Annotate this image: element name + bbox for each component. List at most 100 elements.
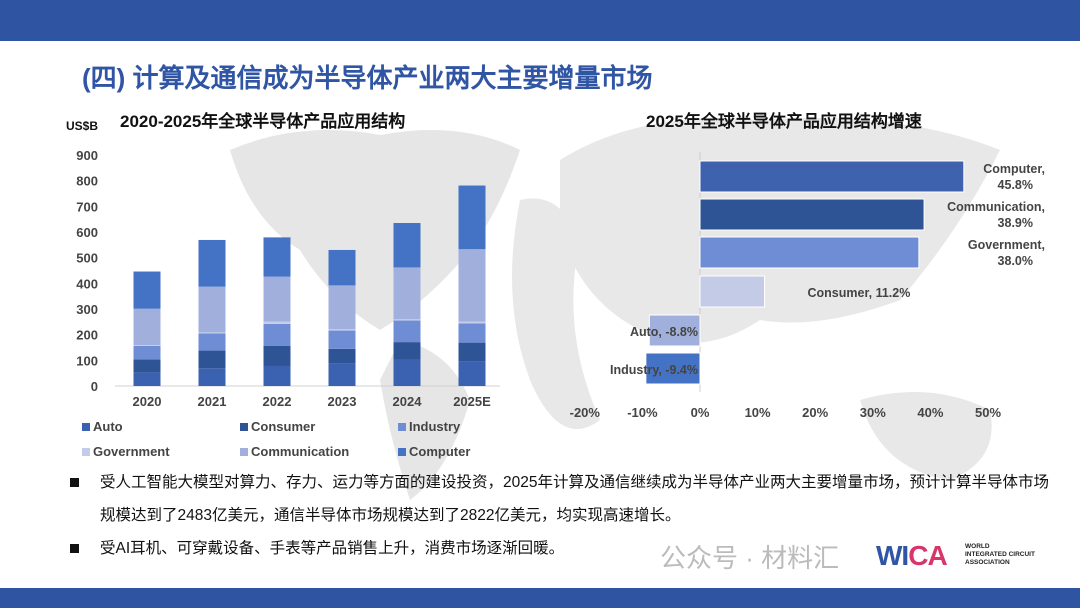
bullet-marker xyxy=(70,544,79,553)
bullet-marker xyxy=(70,478,79,487)
watermark: 公众号 · 材料汇 xyxy=(660,543,840,573)
bar-segment-government xyxy=(393,319,421,321)
data-label: Communication, xyxy=(947,200,1045,214)
bar-segment-consumer xyxy=(328,348,356,364)
legend-swatch xyxy=(240,448,248,456)
bar-segment-industry xyxy=(263,323,291,346)
data-label: Computer, xyxy=(983,162,1045,176)
bullet-list: 受人工智能大模型对算力、存力、运力等方面的建设投资，2025年计算及通信继续成为… xyxy=(70,466,1050,565)
x-tick-label: 2021 xyxy=(198,394,227,409)
bar-auto xyxy=(648,314,701,347)
bar-segment-computer xyxy=(133,271,161,309)
x-tick-label: -20% xyxy=(570,405,601,420)
y-tick-label: 600 xyxy=(76,225,98,240)
x-tick-label: 0% xyxy=(691,405,710,420)
y-tick-label: 800 xyxy=(76,174,98,189)
right-chart-title: 2025年全球半导体产品应用结构增速 xyxy=(646,112,922,131)
legend-label: Computer xyxy=(409,444,470,459)
bar-segment-communication xyxy=(328,285,356,330)
data-label: 45.8% xyxy=(998,178,1033,192)
data-label: Consumer, 11.2% xyxy=(808,286,911,300)
bar-segment-communication xyxy=(263,276,291,322)
data-label: 38.0% xyxy=(998,254,1033,268)
data-label: Industry, -9.4% xyxy=(610,363,698,377)
legend-swatch xyxy=(82,423,90,431)
data-label: 38.9% xyxy=(998,216,1033,230)
x-tick-label: 2023 xyxy=(328,394,357,409)
x-tick-label: 20% xyxy=(802,405,828,420)
y-axis-unit: US$B xyxy=(66,119,99,133)
left-chart-title: 2020-2025年全球半导体产品应用结构 xyxy=(120,112,406,131)
bar-segment-auto xyxy=(393,359,421,386)
legend-swatch xyxy=(240,423,248,431)
bar-segment-consumer xyxy=(458,342,486,362)
bar-communication xyxy=(699,198,925,231)
y-tick-label: 0 xyxy=(91,379,98,394)
bar-segment-computer xyxy=(458,185,486,250)
data-label: Government, xyxy=(968,238,1045,252)
bar-segment-government xyxy=(263,321,291,324)
logo-line: WORLD xyxy=(965,543,990,550)
bar-segment-government xyxy=(198,332,226,334)
top-banner xyxy=(0,0,1080,41)
y-tick-label: 200 xyxy=(76,328,98,343)
bar-segment-industry xyxy=(133,345,161,360)
y-tick-label: 900 xyxy=(76,148,98,163)
bar-segment-industry xyxy=(458,323,486,343)
bar-segment-consumer xyxy=(198,350,226,369)
bar-segment-industry xyxy=(393,320,421,343)
bar-segment-auto xyxy=(458,361,486,386)
legend-label: Communication xyxy=(251,444,349,459)
y-tick-label: 100 xyxy=(76,353,98,368)
logo-line: ASSOCIATION xyxy=(965,559,1010,566)
y-tick-label: 300 xyxy=(76,302,98,317)
x-tick-label: 40% xyxy=(917,405,943,420)
bar-segment-communication xyxy=(458,249,486,322)
legend-label: Auto xyxy=(93,419,123,434)
bar-segment-computer xyxy=(328,249,356,286)
bullet-item: 受人工智能大模型对算力、存力、运力等方面的建设投资，2025年计算及通信继续成为… xyxy=(70,466,1050,532)
bar-government xyxy=(699,236,920,269)
bar-segment-consumer xyxy=(263,345,291,366)
x-tick-label: 2024 xyxy=(393,394,423,409)
bar-segment-industry xyxy=(328,330,356,349)
bar-segment-consumer xyxy=(133,359,161,373)
legend-label: Government xyxy=(93,444,170,459)
bar-computer xyxy=(699,160,965,193)
bar-consumer xyxy=(699,275,766,308)
bar-industry xyxy=(645,352,701,385)
x-tick-label: 50% xyxy=(975,405,1001,420)
bar-segment-computer xyxy=(263,237,291,277)
legend-swatch xyxy=(398,423,406,431)
bar-segment-government xyxy=(328,329,356,331)
bar-segment-communication xyxy=(198,286,226,333)
bar-segment-government xyxy=(133,345,161,346)
y-tick-label: 400 xyxy=(76,276,98,291)
y-tick-label: 500 xyxy=(76,251,98,266)
legend-swatch xyxy=(398,448,406,456)
logo-line: INTEGRATED CIRCUIT xyxy=(965,551,1035,558)
legend-swatch xyxy=(82,448,90,456)
legend-label: Consumer xyxy=(251,419,315,434)
bar-segment-communication xyxy=(133,308,161,346)
x-tick-label: 2025E xyxy=(453,394,491,409)
bar-segment-computer xyxy=(393,223,421,268)
x-tick-label: 2022 xyxy=(263,394,292,409)
bar-segment-computer xyxy=(198,239,226,287)
bar-segment-auto xyxy=(133,372,161,386)
x-tick-label: 10% xyxy=(745,405,771,420)
bullet-text: 受人工智能大模型对算力、存力、运力等方面的建设投资，2025年计算及通信继续成为… xyxy=(100,474,1049,524)
data-label: Auto, -8.8% xyxy=(630,325,698,339)
y-tick-label: 700 xyxy=(76,199,98,214)
bar-segment-industry xyxy=(198,333,226,351)
bar-segment-government xyxy=(458,321,486,324)
bullet-text: 受AI耳机、可穿戴设备、手表等产品销售上升，消费市场逐渐回暖。 xyxy=(100,540,565,557)
bottom-banner xyxy=(0,588,1080,608)
bullet-item: 受AI耳机、可穿戴设备、手表等产品销售上升，消费市场逐渐回暖。 xyxy=(70,532,1050,565)
bar-segment-auto xyxy=(328,363,356,386)
bar-segment-auto xyxy=(198,368,226,386)
x-tick-label: -10% xyxy=(627,405,658,420)
x-tick-label: 30% xyxy=(860,405,886,420)
